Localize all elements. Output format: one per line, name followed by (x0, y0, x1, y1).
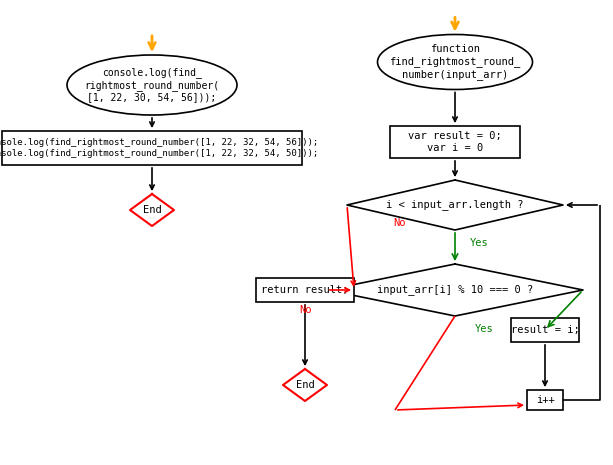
Text: Yes: Yes (470, 238, 489, 248)
Text: End: End (295, 380, 314, 390)
FancyBboxPatch shape (256, 278, 354, 302)
Text: i++: i++ (536, 395, 554, 405)
Text: function
find_rightmost_round_
number(input_arr): function find_rightmost_round_ number(in… (389, 45, 520, 80)
Polygon shape (327, 264, 583, 316)
Text: Yes: Yes (475, 324, 493, 334)
Text: End: End (143, 205, 161, 215)
FancyBboxPatch shape (527, 390, 563, 410)
Text: var result = 0;
var i = 0: var result = 0; var i = 0 (408, 131, 502, 153)
Text: No: No (394, 218, 406, 228)
Ellipse shape (67, 55, 237, 115)
Text: input_arr[i] % 10 === 0 ?: input_arr[i] % 10 === 0 ? (377, 285, 533, 295)
Text: console.log(find_rightmost_round_number([1, 22, 32, 54, 56]));
console.log(find_: console.log(find_rightmost_round_number(… (0, 138, 319, 158)
Text: No: No (300, 305, 312, 315)
Polygon shape (283, 369, 327, 401)
Polygon shape (347, 180, 563, 230)
Ellipse shape (378, 34, 533, 89)
FancyBboxPatch shape (511, 318, 579, 342)
Text: return result;: return result; (261, 285, 349, 295)
Text: console.log(find_
rightmost_round_number(
[1, 22, 30, 54, 56]));: console.log(find_ rightmost_round_number… (85, 67, 219, 102)
Text: i < input_arr.length ?: i < input_arr.length ? (386, 199, 524, 211)
Text: result = i;: result = i; (511, 325, 579, 335)
Polygon shape (130, 194, 174, 226)
FancyBboxPatch shape (2, 131, 302, 165)
FancyBboxPatch shape (390, 126, 520, 158)
